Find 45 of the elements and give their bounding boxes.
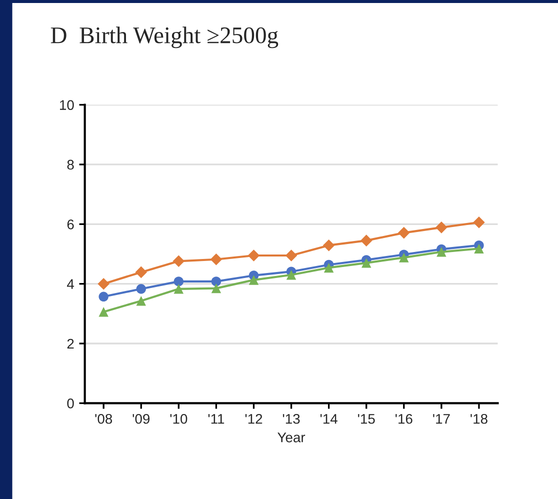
point [474,244,484,254]
point [248,250,260,262]
point [285,250,298,262]
point [473,216,485,228]
y-tick-label: 2 [67,338,74,349]
x-tick-label: '09 [132,414,150,424]
point [286,270,296,280]
point [399,252,409,262]
point [211,283,222,294]
x-tick-label: '16 [396,414,412,424]
x-tick-label: '18 [470,414,488,424]
x-tick-label: '17 [433,414,450,424]
point [210,253,222,266]
chart-title: D Birth Weight ≥2500g [50,26,278,48]
point [174,284,184,294]
y-tick-label: 6 [67,219,74,230]
point [174,276,184,286]
point [136,296,146,306]
x-tick-label: '14 [320,414,338,424]
point [98,307,108,317]
point [248,275,259,285]
y-tick-label: 4 [66,279,74,289]
point [436,222,448,234]
point [136,284,146,294]
point [436,247,446,257]
point [98,292,108,302]
x-tick-label: '08 [95,414,112,424]
point [322,239,335,252]
point [361,258,372,268]
x-tick-label: '11 [208,414,224,424]
point [135,266,148,278]
y-tick-label: 10 [60,100,74,110]
y-tick-label: 8 [67,160,74,170]
x-tick-label: '13 [282,414,300,424]
point [398,226,410,239]
point [172,255,185,268]
point [360,234,372,246]
point [211,276,222,286]
x-tick-label: '12 [245,414,262,424]
x-tick-label: '10 [170,414,188,424]
y-tick-label: 0 [67,398,74,408]
x-tick-label: '15 [358,414,375,424]
x-axis-title: Year [278,432,306,442]
point [324,262,334,273]
point [98,278,110,290]
